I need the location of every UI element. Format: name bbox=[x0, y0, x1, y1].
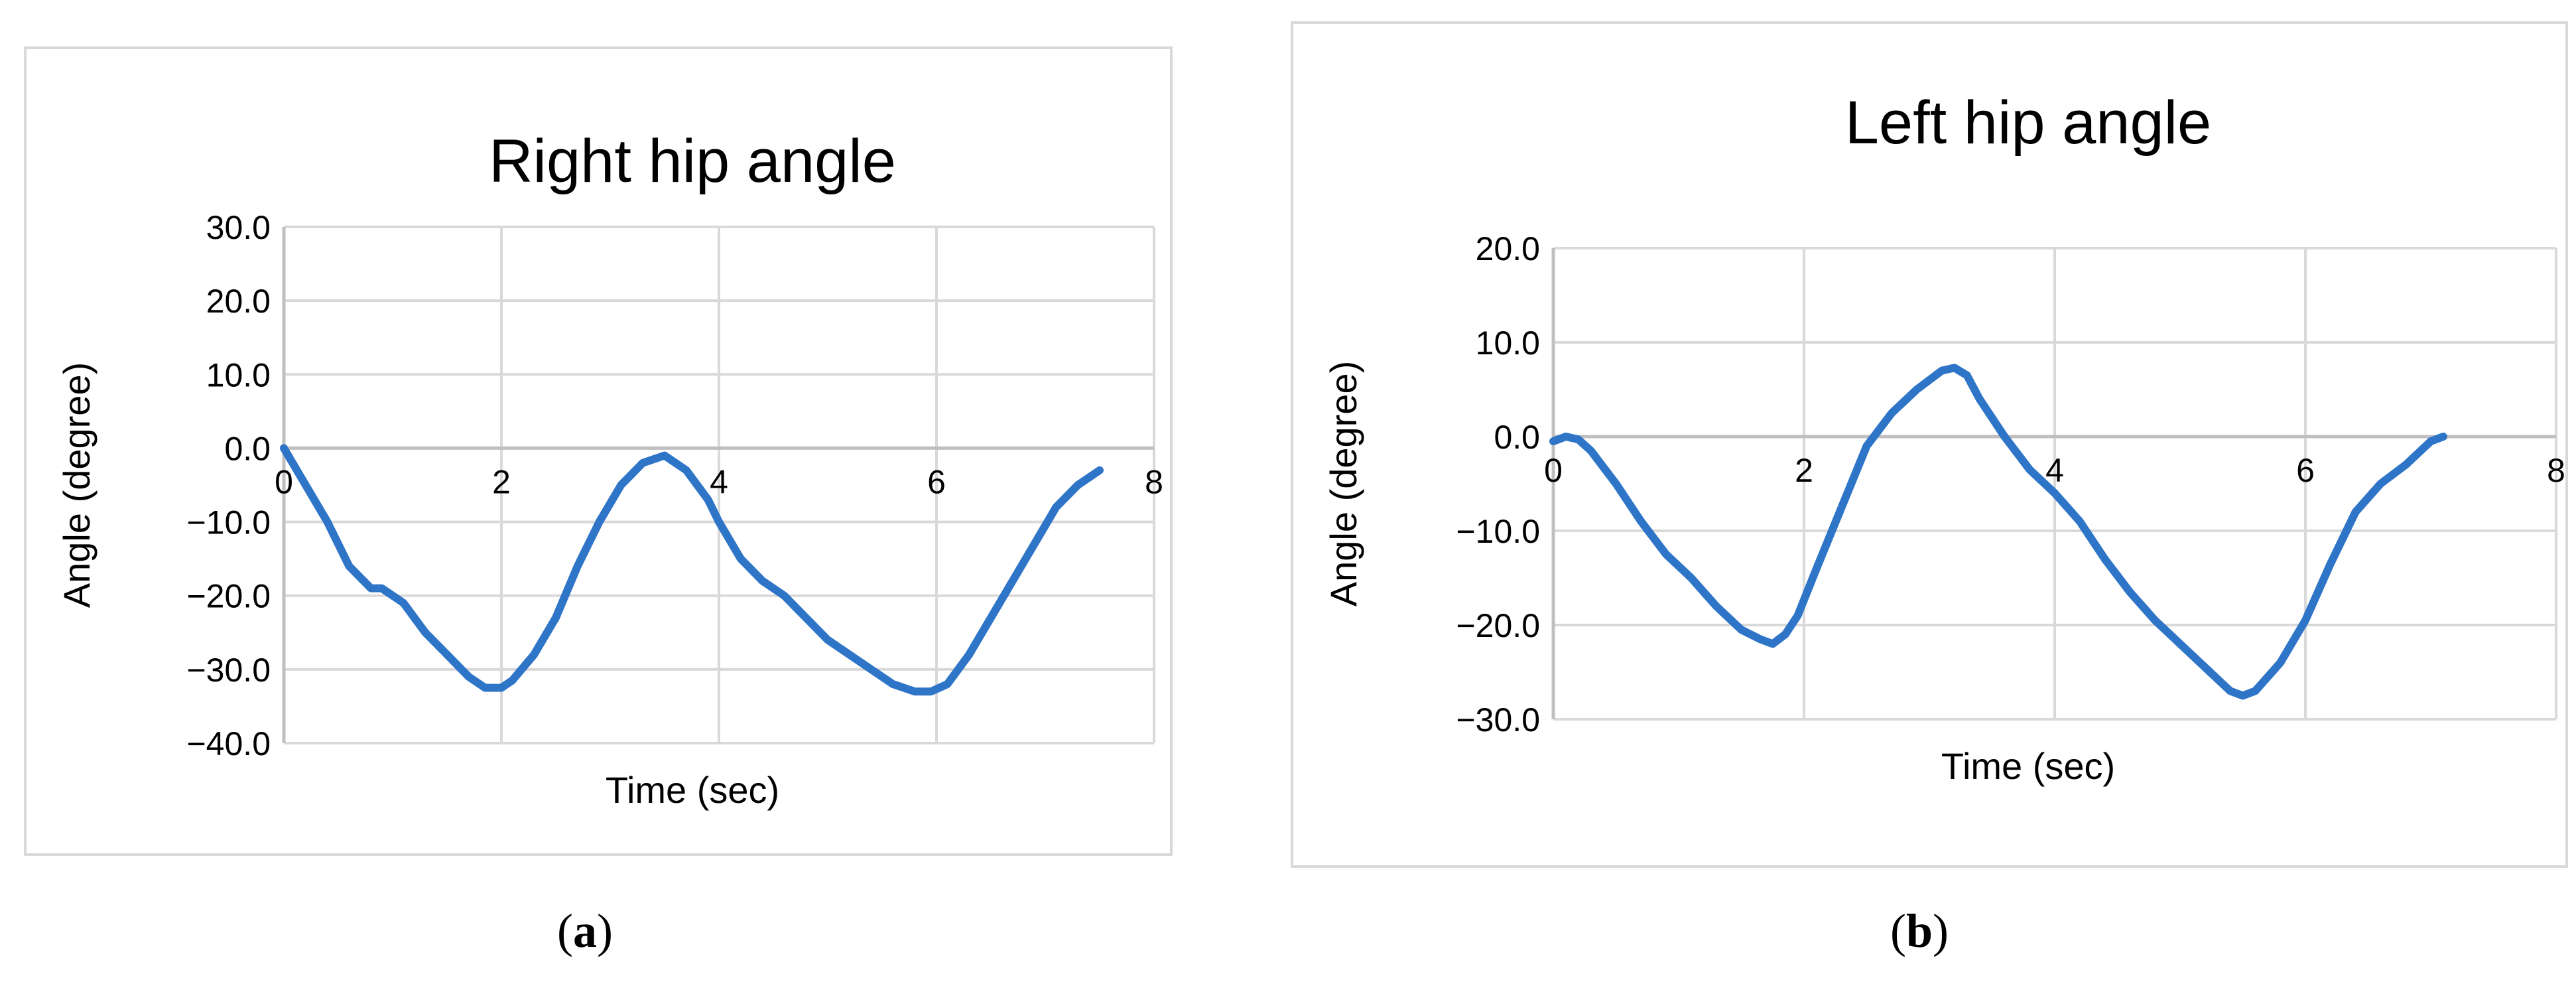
y-tick-label: 10.0 bbox=[1476, 324, 1540, 362]
x-tick-label: 8 bbox=[1145, 463, 1163, 500]
y-tick-label: −40.0 bbox=[186, 725, 271, 762]
y-axis-label: Angle (degree) bbox=[1322, 361, 1364, 606]
y-tick-label: −30.0 bbox=[1456, 701, 1540, 738]
y-tick-label: 0.0 bbox=[1494, 419, 1540, 456]
y-axis-label: Angle (degree) bbox=[56, 362, 97, 608]
subfigure-label-b: (b) bbox=[1890, 904, 1949, 957]
y-tick-label: −10.0 bbox=[1456, 513, 1540, 550]
y-tick-label: 0.0 bbox=[224, 430, 271, 467]
series-line bbox=[1549, 364, 2447, 700]
series-line bbox=[280, 444, 1104, 696]
x-tick-label: 0 bbox=[1544, 452, 1563, 489]
x-axis-label: Time (sec) bbox=[606, 769, 779, 811]
y-tick-label: −20.0 bbox=[186, 578, 271, 615]
x-tick-label: 0 bbox=[275, 463, 293, 500]
chart-title: Right hip angle bbox=[489, 127, 896, 195]
y-tick-label: 20.0 bbox=[1476, 230, 1540, 267]
chart-panel-left-hip: −30.0 −20.0 −10.0 0.0 10.0 20.0 0 2 4 6 8 Left hip … bbox=[1291, 21, 2568, 868]
y-tick-label: −30.0 bbox=[186, 652, 271, 689]
chart-panel-right-hip: −40.0 −30.0 −20.0 −10.0 0.0 10.0 20.0 30.0 0 2 4 6 8… bbox=[24, 46, 1173, 856]
x-tick-label: 2 bbox=[492, 463, 511, 500]
right-hip-chart: −40.0 −30.0 −20.0 −10.0 0.0 10.0 20.0 30.0 0 2 4 6 8… bbox=[56, 127, 1163, 811]
y-tick-label: −10.0 bbox=[186, 504, 271, 541]
x-tick-label: 4 bbox=[710, 463, 728, 500]
x-tick-label: 6 bbox=[2296, 452, 2315, 489]
y-tick-label: −20.0 bbox=[1456, 607, 1540, 644]
x-tick-label: 6 bbox=[927, 463, 946, 500]
x-tick-label: 8 bbox=[2547, 452, 2565, 489]
y-tick-label: 30.0 bbox=[206, 209, 271, 246]
subfigure-label-a: (a) bbox=[557, 904, 613, 957]
chart-title: Left hip angle bbox=[1845, 89, 2211, 157]
y-tick-label: 10.0 bbox=[206, 356, 271, 393]
y-tick-label: 20.0 bbox=[206, 283, 271, 320]
x-tick-label: 2 bbox=[1795, 452, 1813, 489]
x-axis-label: Time (sec) bbox=[1941, 745, 2115, 787]
